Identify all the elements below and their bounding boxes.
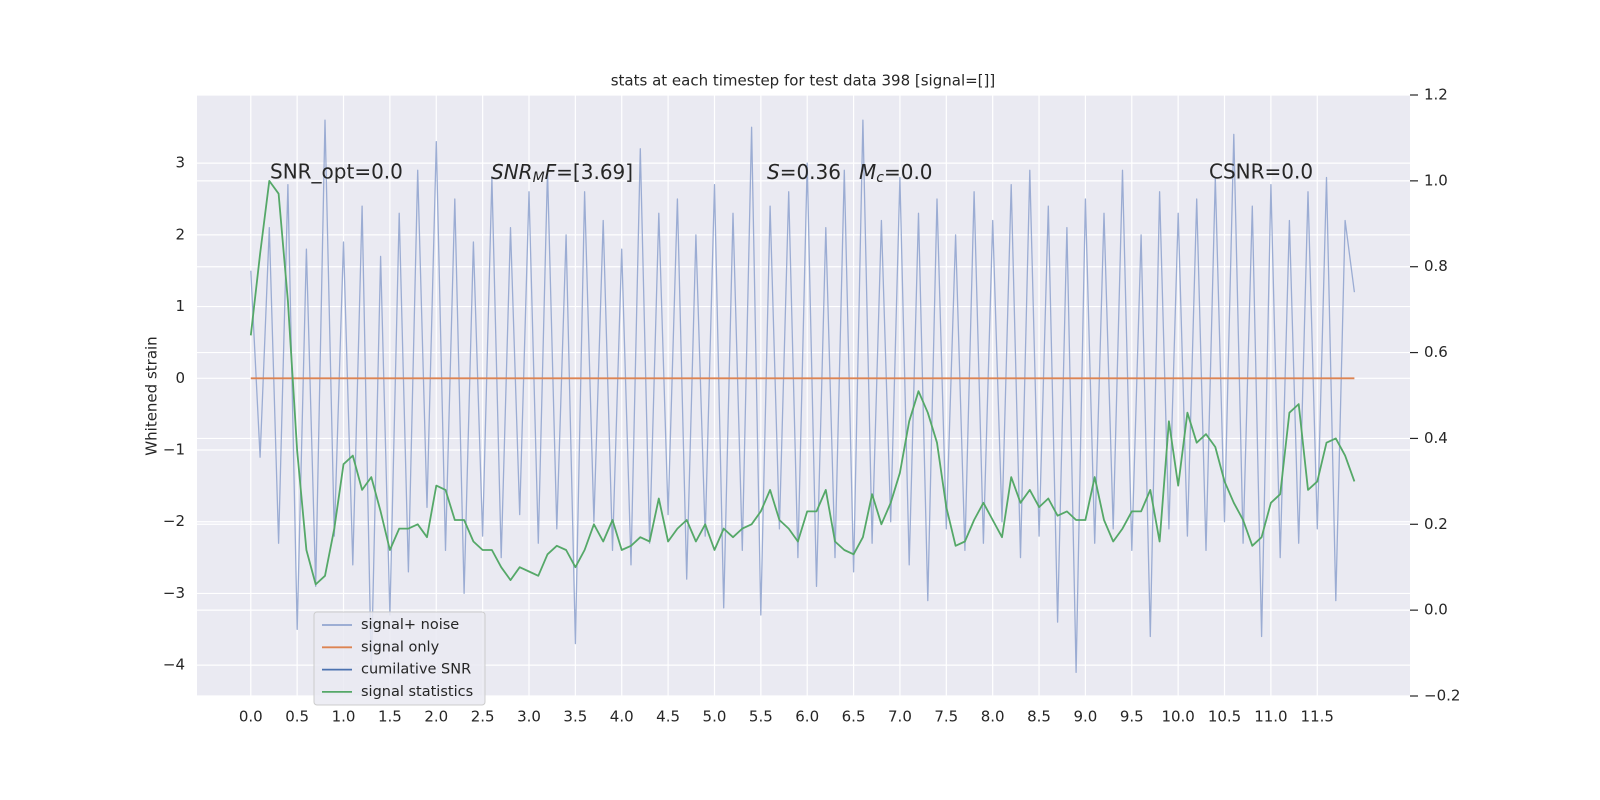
x-tick-label: 10.0 (1161, 708, 1194, 726)
x-tick-label: 4.5 (656, 708, 680, 726)
x-tick-label: 11.5 (1301, 708, 1334, 726)
y2-tick-label: 1.0 (1424, 171, 1448, 189)
annotation-sub: M (533, 170, 545, 186)
series-line (250, 119, 1356, 673)
x-tick-label: 7.5 (934, 708, 958, 726)
y-tick-label: −4 (163, 656, 185, 674)
y2-tick-label: 0.8 (1424, 257, 1448, 275)
legend-box (313, 611, 486, 706)
legend-label: cumilative SNR (361, 662, 471, 678)
x-tick-label: 3.5 (563, 708, 587, 726)
y-tick-label: −1 (163, 441, 185, 459)
legend-label: signal+ noise (361, 617, 459, 633)
x-tick-label: 1.5 (378, 708, 402, 726)
annotation-sub: c (876, 170, 884, 186)
x-tick-label: 4.0 (610, 708, 634, 726)
y2-tick-label: 0.2 (1424, 515, 1448, 533)
annotation: SNR_opt=0.0 (270, 160, 403, 184)
chart-title: stats at each timestep for test data 398… (611, 72, 996, 90)
annotation: CSNR=0.0 (1209, 160, 1313, 184)
x-tick-label: 1.0 (332, 708, 356, 726)
x-tick-label: 5.5 (749, 708, 773, 726)
annotation-part: M (859, 160, 876, 184)
series-line (249, 180, 1356, 586)
x-tick-label: 7.0 (888, 708, 912, 726)
annotation-part: =0.0 (884, 160, 933, 184)
x-tick-label: 6.5 (842, 708, 866, 726)
y-axis-label: Whitened strain (143, 336, 161, 455)
x-tick-label: 2.0 (424, 708, 448, 726)
plot-area (197, 95, 1410, 696)
legend-label: signal statistics (361, 684, 473, 700)
y-tick-label: 1 (175, 297, 185, 315)
x-tick-label: 11.0 (1254, 708, 1287, 726)
y2-tick-label: 0.4 (1424, 429, 1448, 447)
x-tick-label: 6.0 (795, 708, 819, 726)
x-tick-label: 0.5 (285, 708, 309, 726)
annotation: S=0.36 (767, 160, 841, 184)
x-tick-label: 10.5 (1208, 708, 1241, 726)
y-tick-label: 0 (175, 369, 185, 387)
x-tick-label: 2.5 (471, 708, 495, 726)
annotation-part: =0.36 (780, 160, 841, 184)
y-tick-label: 3 (175, 154, 185, 172)
annotation-part: =[3.69] (556, 160, 633, 184)
y2-tick-label: 1.2 (1424, 86, 1448, 104)
y2-tick-label: 0.0 (1424, 601, 1448, 619)
x-tick-label: 8.5 (1027, 708, 1051, 726)
y-tick-label: 2 (175, 225, 185, 243)
annotation: Mc=0.0 (859, 160, 933, 187)
annotation-part: SNR (491, 160, 533, 184)
x-tick-label: 0.0 (239, 708, 263, 726)
x-tick-label: 3.0 (517, 708, 541, 726)
x-tick-label: 9.5 (1120, 708, 1144, 726)
annotation-part: S (767, 160, 780, 184)
legend-label: signal only (361, 639, 440, 655)
y2-tick-label: −0.2 (1424, 687, 1460, 705)
y-tick-label: −2 (163, 512, 185, 530)
annotation-part: F (545, 160, 557, 184)
annotation: SNRMF=[3.69] (491, 160, 633, 187)
x-tick-label: 8.0 (981, 708, 1005, 726)
x-tick-label: 5.0 (703, 708, 727, 726)
y2-tick-label: 0.6 (1424, 343, 1448, 361)
x-tick-label: 9.0 (1073, 708, 1097, 726)
y-tick-label: −3 (163, 584, 185, 602)
